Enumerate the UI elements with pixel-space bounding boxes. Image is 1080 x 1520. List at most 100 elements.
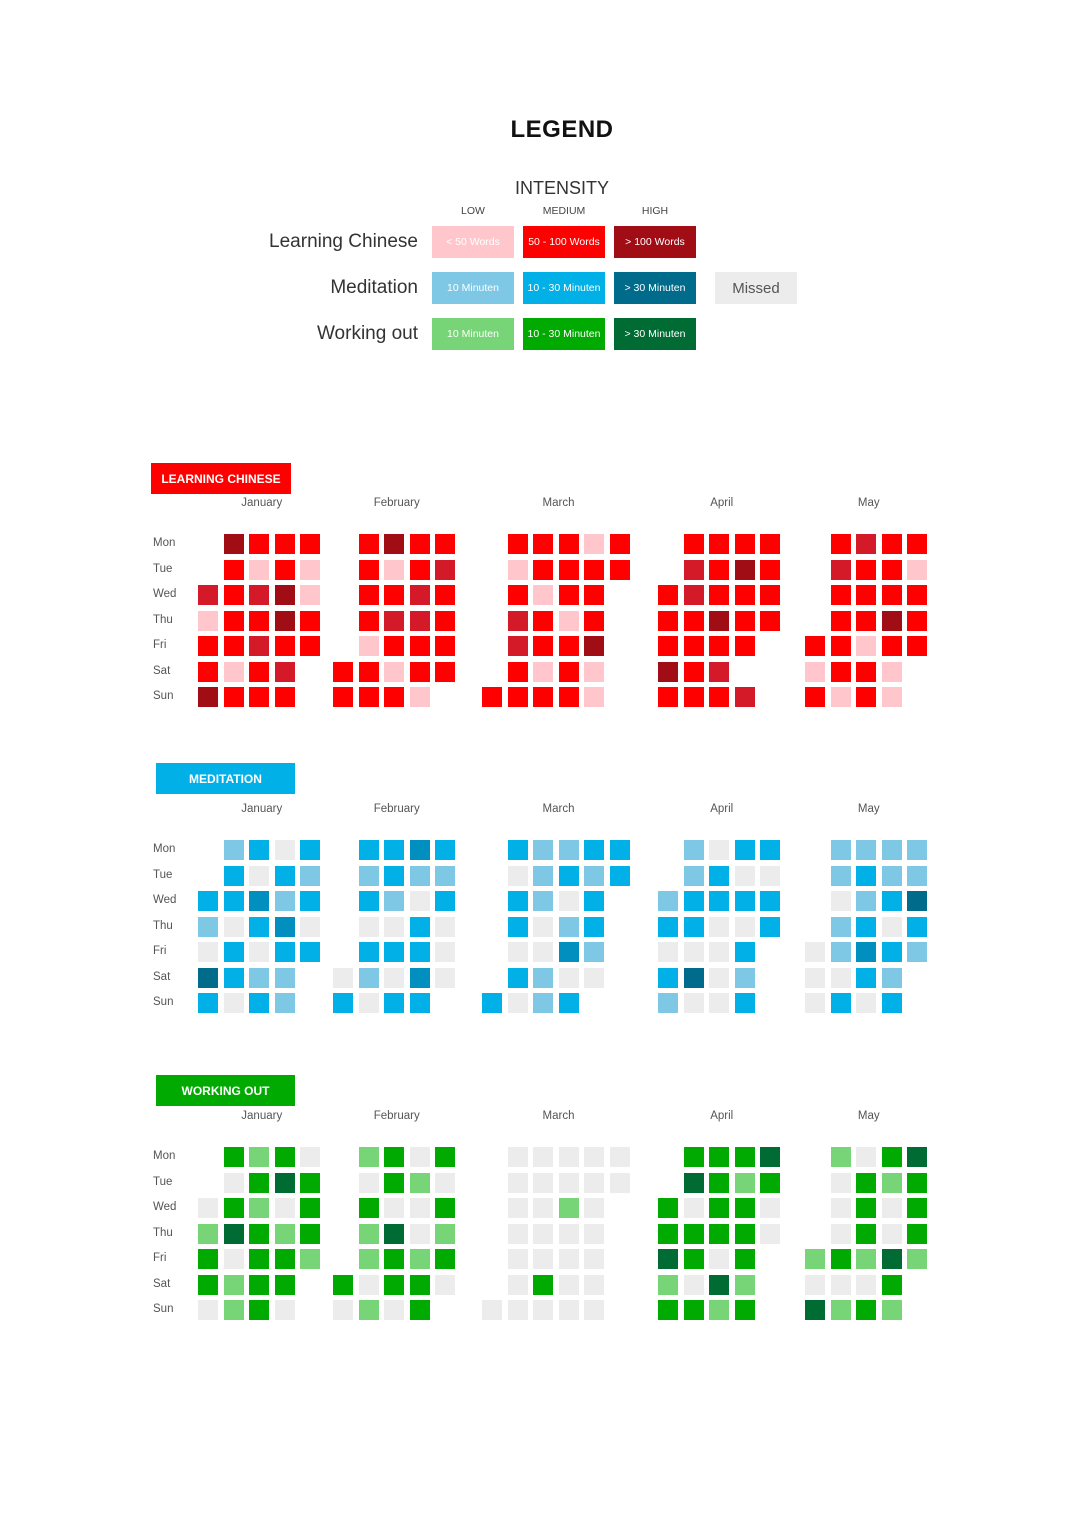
heatmap-cell (533, 1223, 553, 1244)
heatmap-cell (507, 585, 528, 605)
heatmap-cell (409, 687, 430, 707)
heatmap-cell (409, 840, 430, 860)
heatmap-cell (274, 1172, 295, 1193)
heatmap-cell (558, 865, 579, 886)
heatmap-cell (709, 993, 729, 1013)
heatmap-cell (384, 1274, 404, 1295)
heatmap-cell (558, 1172, 579, 1193)
heatmap-cell (300, 916, 320, 937)
heatmap-cell (409, 1198, 430, 1218)
month-label: January (241, 497, 283, 509)
heatmap-cell (249, 636, 269, 656)
heatmap-cell (274, 1147, 295, 1167)
heatmap-cell (358, 661, 379, 682)
heatmap-cell (358, 610, 379, 631)
heatmap-cell (223, 1223, 244, 1244)
heatmap-cell (805, 687, 825, 707)
heatmap-cell (409, 865, 430, 886)
heatmap-cell (249, 967, 269, 988)
heatmap-cell (249, 1223, 269, 1244)
heatmap-cell (223, 687, 244, 707)
day-label: Wed (153, 588, 177, 600)
heatmap-cell (881, 916, 902, 937)
heatmap-cell (609, 534, 630, 554)
legend-title: LEGEND (510, 116, 614, 143)
heatmap-cell (198, 585, 218, 605)
legend: LEGEND INTENSITY LOW MEDIUM HIGH Learnin… (0, 0, 1080, 400)
legend-missed-swatch: Missed (715, 272, 797, 304)
month-label: May (857, 803, 880, 815)
heatmap-cell (409, 993, 430, 1013)
legend-row-label-working-out: Working out (316, 323, 418, 344)
day-label: Thu (153, 613, 173, 626)
heatmap-cell (274, 687, 295, 707)
heatmap-cell (223, 1249, 244, 1269)
heatmap-cell (609, 865, 630, 886)
heatmap-cell (683, 1223, 704, 1244)
heatmap-cell (881, 891, 902, 911)
heatmap-cell (683, 610, 704, 631)
heatmap-cell (358, 967, 379, 988)
heatmap-cell (881, 559, 902, 580)
heatmap-cell (333, 967, 353, 988)
heatmap-cell (805, 942, 825, 962)
heatmap-cell (300, 585, 320, 605)
heatmap-cell (584, 1198, 604, 1218)
day-label: Fri (153, 1252, 167, 1264)
heatmap-cell (409, 610, 430, 631)
heatmap-cell (856, 865, 876, 886)
heatmap-cell (830, 942, 851, 962)
heatmap-cell (384, 1172, 404, 1193)
heatmap-cell (274, 942, 295, 962)
day-label: Mon (153, 843, 176, 855)
heatmap-cell (223, 1172, 244, 1193)
heatmap-cell (830, 1147, 851, 1167)
heatmap-cell (558, 916, 579, 937)
heatmap-cell (709, 687, 729, 707)
heatmap-cell (709, 891, 729, 911)
heatmap-cell (435, 1147, 455, 1167)
heatmap-cell (558, 1223, 579, 1244)
heatmap-cell (683, 661, 704, 682)
day-label: Sun (153, 690, 174, 702)
heatmap-cell (734, 891, 755, 911)
heatmap-cell (856, 585, 876, 605)
heatmap-cell (409, 585, 430, 605)
month-label: April (710, 497, 734, 509)
heatmap-cell (709, 840, 729, 860)
heatmap-cell (881, 534, 902, 554)
heatmap-cell (533, 865, 553, 886)
legend-swatch: 50 - 100 Words (523, 226, 605, 258)
heatmap-cell (558, 942, 579, 962)
heatmap-cell (409, 891, 430, 911)
heatmap-cell (249, 865, 269, 886)
heatmap-cell (223, 610, 244, 631)
heatmap-cell (482, 1300, 502, 1320)
heatmap-cell (435, 1172, 455, 1193)
heatmap-cell (907, 636, 927, 656)
heatmap-cell (223, 865, 244, 886)
level-high: HIGH (641, 205, 669, 217)
heatmap-cell (409, 1223, 430, 1244)
heatmap-cell (507, 916, 528, 937)
heatmap-cell (881, 1300, 902, 1320)
heatmap-cell (856, 559, 876, 580)
heatmap-cell (683, 1274, 704, 1295)
heatmap-cell (274, 916, 295, 937)
heatmap-cell (409, 1147, 430, 1167)
heatmap-cell (358, 840, 379, 860)
heatmap-cell (683, 865, 704, 886)
heatmap-cell (584, 865, 604, 886)
heatmap-cell (333, 661, 353, 682)
day-label: Mon (153, 537, 176, 549)
heatmap-cell (435, 916, 455, 937)
heatmap-cell (881, 1147, 902, 1167)
heatmap-cell (907, 559, 927, 580)
heatmap-cell (856, 687, 876, 707)
heatmap-cell (333, 1274, 353, 1295)
heatmap-cell (198, 967, 218, 988)
heatmap-cell (198, 610, 218, 631)
heatmap-cell (274, 1198, 295, 1218)
heatmap-cell (760, 585, 780, 605)
heatmap-cell (533, 1198, 553, 1218)
